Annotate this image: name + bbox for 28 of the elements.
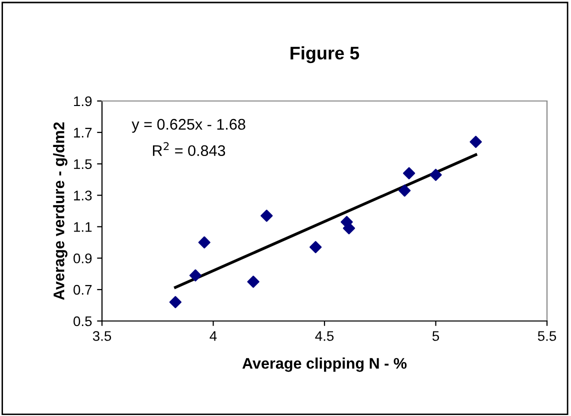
- point: [198, 236, 210, 249]
- y-axis-title: Average verdure - g/dm2: [53, 122, 68, 300]
- point: [402, 167, 416, 180]
- y-tick-label: 1.9: [74, 96, 92, 106]
- y-tick-label: 0.9: [74, 253, 92, 264]
- x-tick-label: 4: [210, 331, 217, 341]
- point: [189, 269, 202, 282]
- y-tick-label: 1.5: [74, 159, 92, 170]
- point: [169, 296, 182, 308]
- point: [247, 276, 260, 288]
- y-tick-label: 0.5: [74, 316, 92, 326]
- point: [398, 184, 411, 197]
- annotation: R$^{2}$ = 0.843: [152, 142, 226, 156]
- point: [470, 136, 482, 148]
- x-tick-label: 5: [432, 331, 440, 341]
- point: [260, 210, 273, 222]
- x-tick-label: 4.5: [315, 331, 334, 341]
- y-tick-label: 1.3: [74, 190, 92, 200]
- y-tick-label: 1.1: [74, 222, 92, 232]
- annotation: y = 0.625x - 1.68: [132, 118, 246, 133]
- x-tick-label: 3.5: [92, 331, 112, 341]
- point: [310, 241, 322, 254]
- point: [430, 168, 442, 181]
- x-tick-label: 5.5: [538, 331, 556, 341]
- y-tick-label: 0.7: [74, 284, 92, 295]
- chart-title: Figure 5: [290, 46, 360, 64]
- y-tick-label: 1.7: [74, 128, 92, 138]
- x-axis-title: Average clipping N - %: [242, 358, 407, 372]
